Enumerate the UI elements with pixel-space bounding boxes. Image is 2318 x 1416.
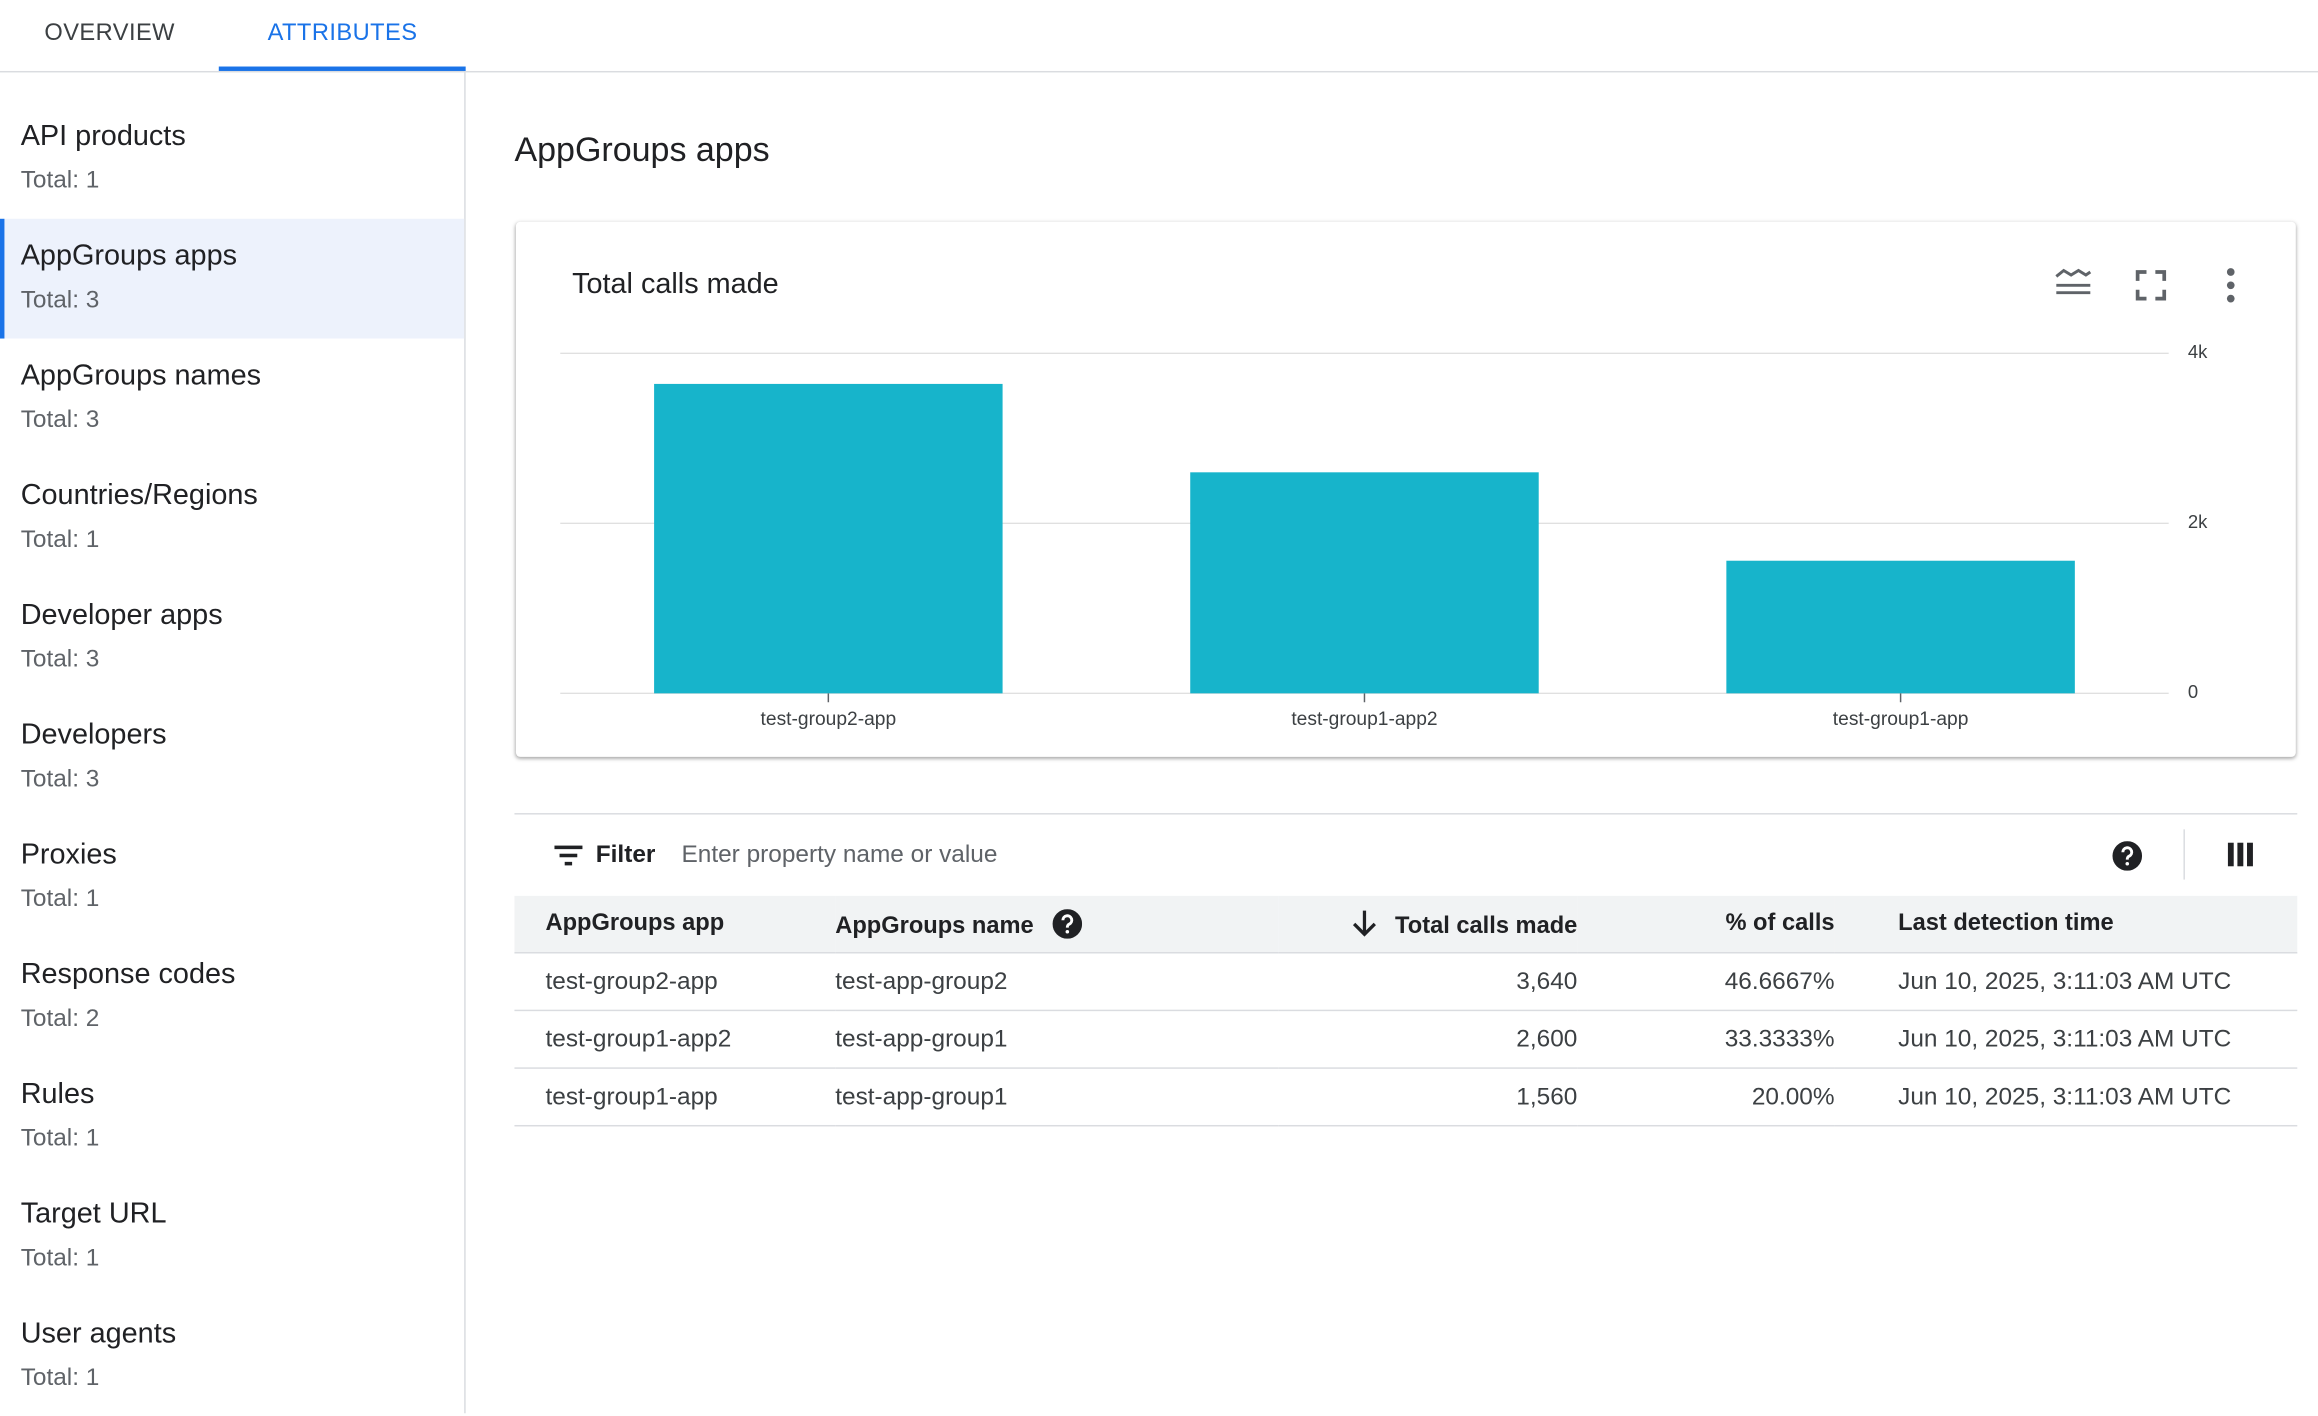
item-total: Total: 1 [20,167,100,194]
x-tick-label: test-group1-app [1833,709,1969,730]
item-name: Proxies [20,838,117,871]
table-cell: 46.6667% [1577,952,1835,1012]
item-name: Developers [20,718,167,751]
filter-icon[interactable] [554,844,584,868]
table-cell: 20.00% [1577,1068,1835,1127]
item-name: Target URL [20,1197,167,1230]
table-cell: test-group1-app [514,1068,836,1127]
filter-bar: Filter Enter property name or value [514,813,2298,896]
item-name: Response codes [20,957,236,991]
column-header-text: Total calls made [1395,912,1578,938]
y-tick-label: 2k [2188,511,2208,532]
table-cell: 2,600 [1278,1010,1578,1069]
sidebar-item[interactable]: Rules Total: 1 [0,1057,464,1177]
fullscreen-icon[interactable] [2135,270,2167,301]
item-name: User agents [20,1317,177,1350]
item-total: Total: 3 [20,406,100,434]
x-tick-label: test-group1-app2 [1291,709,1437,730]
column-header[interactable]: Total calls made [1278,895,1578,954]
table-body: test-group2-app test-app-group2 3,640 46.66… [514,952,2298,1127]
chart-card: Total calls made 0 2k 4k test-group2-app tes… [515,221,2296,757]
table-cell: 3,640 [1278,952,1578,1012]
y-tick-label: 4k [2188,341,2208,362]
filter-label[interactable]: Filter [595,841,656,868]
chart-title: Total calls made [572,268,779,300]
sidebar-item[interactable]: User agents Total: 1 [0,1296,464,1416]
item-total: Total: 3 [20,765,100,793]
column-header[interactable]: Last detection time [1834,895,2298,954]
y-tick-label: 0 [2188,681,2198,702]
table-cell: Jun 10, 2025, 3:11:03 AM UTC [1834,1068,2298,1127]
bar [1726,560,2075,694]
item-name: AppGroups apps [20,239,238,273]
item-name: Countries/Regions [20,478,258,512]
table-row[interactable]: test-group2-app test-app-group2 3,640 46.66… [514,952,2298,1012]
table-cell: test-group1-app2 [514,1010,836,1069]
table-cell: Jun 10, 2025, 3:11:03 AM UTC [1834,952,2298,1012]
tab-indicator [218,66,466,71]
sidebar-item[interactable]: Response codes Total: 2 [0,937,464,1057]
item-name: Developer apps [20,598,223,632]
sidebar-item[interactable]: AppGroups names Total: 3 [0,339,464,459]
table-header: AppGroups app AppGroups name Total calls… [514,895,2298,954]
item-total: Total: 1 [20,1124,100,1152]
sidebar-item[interactable]: AppGroups apps Total: 3 [0,218,465,339]
table-cell: test-group2-app [514,952,836,1012]
item-total: Total: 1 [20,1244,100,1272]
sort-icon[interactable] [1351,908,1378,938]
column-header[interactable]: % of calls [1577,895,1835,954]
table-cell: test-app-group2 [835,952,1279,1012]
sidebar-item[interactable]: Developer apps Total: 3 [0,578,464,698]
sidebar: API products Total: 1 AppGroups apps Total:… [0,72,466,1416]
column-header[interactable]: AppGroups app [514,895,836,954]
table-cell: test-app-group1 [835,1010,1279,1069]
page-heading: AppGroups apps [514,130,770,169]
help-icon[interactable] [1052,908,1082,938]
item-total: Total: 3 [20,286,100,314]
item-total: Total: 2 [20,1005,100,1032]
more-icon[interactable] [2226,268,2235,303]
sidebar-item[interactable]: Countries/Regions Total: 1 [0,458,464,578]
sidebar-item[interactable]: Proxies Total: 1 [0,817,464,937]
tab-bar: OVERVIEW ATTRIBUTES [0,0,2318,73]
item-total: Total: 3 [20,646,100,673]
item-name: API products [20,119,186,153]
table-row[interactable]: test-group1-app2 test-app-group1 2,600 33.3… [514,1010,2298,1069]
table: AppGroups app AppGroups name Total calls… [514,895,2298,1127]
item-total: Total: 1 [20,1364,100,1392]
table-cell: 1,560 [1278,1068,1578,1127]
item-total: Total: 1 [20,885,100,913]
legend-toggle-icon[interactable] [2055,268,2092,295]
sidebar-item[interactable]: Developers Total: 3 [0,698,464,818]
item-name: Rules [20,1077,95,1111]
column-header[interactable]: AppGroups name [835,895,1279,954]
filter-input[interactable]: Enter property name or value [681,841,998,868]
table-cell: 33.3333% [1577,1010,1835,1069]
help-icon[interactable] [2112,841,2143,871]
bar [654,383,1003,694]
sidebar-item[interactable]: Target URL Total: 1 [0,1177,464,1297]
bar [1190,472,1539,694]
sidebar-item[interactable]: API products Total: 1 [0,99,464,219]
column-header-text: AppGroups name [835,912,1034,938]
tab[interactable]: OVERVIEW [44,20,175,46]
x-tick-label: test-group2-app [761,709,897,730]
item-name: AppGroups names [20,359,262,392]
item-total: Total: 1 [20,526,100,553]
table-cell: test-app-group1 [835,1068,1279,1127]
table-cell: Jun 10, 2025, 3:11:03 AM UTC [1834,1010,2298,1069]
table-row[interactable]: test-group1-app test-app-group1 1,560 20.00… [514,1068,2298,1127]
divider [2183,829,2185,880]
columns-icon[interactable] [2227,842,2255,868]
chart: Total calls made 0 2k 4k test-group2-app tes… [560,268,2235,730]
tab-active[interactable]: ATTRIBUTES [267,20,418,46]
